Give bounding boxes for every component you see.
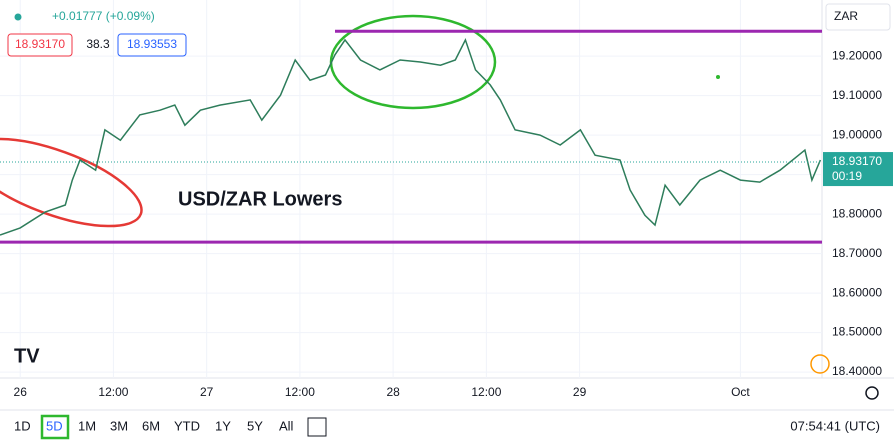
range-button[interactable]: 1M: [78, 418, 96, 433]
y-tick-label: 18.70000: [832, 246, 882, 260]
range-button[interactable]: YTD: [174, 418, 200, 433]
y-tick-label: 18.50000: [832, 325, 882, 339]
symbol: ZAR: [834, 9, 858, 23]
marker-dot: [716, 75, 720, 79]
bid: 18.93170: [15, 37, 65, 51]
range-button[interactable]: 1D: [14, 418, 31, 433]
change: +0.01777 (+0.09%): [52, 9, 155, 23]
x-tick-label: Oct: [731, 385, 750, 399]
x-tick-label: 12:00: [285, 385, 315, 399]
y-tick-label: 19.00000: [832, 127, 882, 141]
settings-icon[interactable]: [865, 386, 879, 400]
annotation: USD/ZAR Lowers: [178, 188, 342, 210]
range-button[interactable]: 5Y: [247, 418, 263, 433]
logo: TV: [14, 345, 40, 367]
last-price-label: 18.93170: [832, 154, 882, 168]
y-tick-label: 18.40000: [832, 364, 882, 378]
x-tick-label: 12:00: [471, 385, 501, 399]
ask: 18.93553: [127, 37, 177, 51]
countdown: 00:19: [832, 169, 862, 183]
y-tick-label: 19.10000: [832, 88, 882, 102]
x-tick-label: 26: [14, 385, 28, 399]
alert-icon[interactable]: [810, 354, 830, 374]
symbol-box[interactable]: [825, 3, 891, 31]
bid-box[interactable]: [7, 33, 73, 57]
ask-box[interactable]: [117, 33, 187, 57]
range-button[interactable]: 6M: [142, 418, 160, 433]
x-tick-label: 12:00: [98, 385, 128, 399]
price-line: [0, 37, 822, 236]
y-tick-label: 19.20000: [832, 48, 882, 62]
status-dot: [14, 13, 22, 21]
y-tick-label: 18.80000: [832, 206, 882, 220]
range-button[interactable]: 5D: [46, 418, 63, 433]
x-tick-label: 29: [573, 385, 587, 399]
range-button[interactable]: 1Y: [215, 418, 231, 433]
clock: 07:54:41 (UTC): [790, 418, 880, 433]
x-tick-label: 28: [386, 385, 400, 399]
y-tick-label: 18.60000: [832, 285, 882, 299]
range-active: [40, 414, 70, 440]
x-tick-label: 27: [200, 385, 214, 399]
range-button[interactable]: All: [279, 418, 294, 433]
last-price-box: [823, 152, 893, 187]
spread: 38.3: [86, 37, 110, 51]
calendar-icon[interactable]: [307, 417, 327, 437]
range-button[interactable]: 3M: [110, 418, 128, 433]
